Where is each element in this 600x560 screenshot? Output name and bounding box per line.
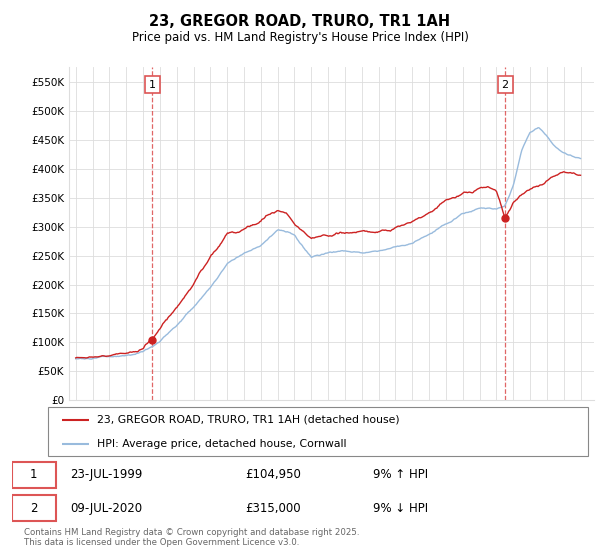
Text: 9% ↓ HPI: 9% ↓ HPI	[373, 502, 428, 515]
Text: 09-JUL-2020: 09-JUL-2020	[70, 502, 142, 515]
Text: 9% ↑ HPI: 9% ↑ HPI	[373, 468, 428, 481]
Text: 23, GREGOR ROAD, TRURO, TR1 1AH (detached house): 23, GREGOR ROAD, TRURO, TR1 1AH (detache…	[97, 415, 399, 425]
Text: 1: 1	[30, 468, 38, 481]
Text: Contains HM Land Registry data © Crown copyright and database right 2025.
This d: Contains HM Land Registry data © Crown c…	[24, 528, 359, 547]
Text: £104,950: £104,950	[245, 468, 301, 481]
Text: Price paid vs. HM Land Registry's House Price Index (HPI): Price paid vs. HM Land Registry's House …	[131, 31, 469, 44]
FancyBboxPatch shape	[12, 462, 56, 488]
Text: 23, GREGOR ROAD, TRURO, TR1 1AH: 23, GREGOR ROAD, TRURO, TR1 1AH	[149, 14, 451, 29]
Text: 23-JUL-1999: 23-JUL-1999	[70, 468, 143, 481]
FancyBboxPatch shape	[12, 495, 56, 521]
Text: 1: 1	[149, 80, 156, 90]
Text: 2: 2	[30, 502, 38, 515]
Text: £315,000: £315,000	[245, 502, 301, 515]
FancyBboxPatch shape	[48, 407, 588, 456]
Text: HPI: Average price, detached house, Cornwall: HPI: Average price, detached house, Corn…	[97, 438, 346, 449]
Text: 2: 2	[502, 80, 509, 90]
